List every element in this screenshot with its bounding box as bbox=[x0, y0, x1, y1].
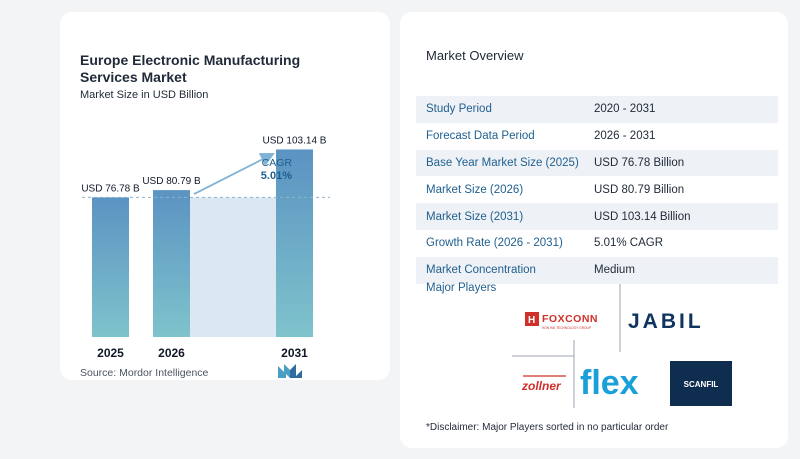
table-row: Growth Rate (2026 - 2031) 5.01% CAGR bbox=[416, 230, 778, 257]
row-label: Base Year Market Size (2025) bbox=[426, 156, 579, 169]
table-row: Market Concentration Medium bbox=[416, 256, 778, 284]
table-row: Market Size (2031) USD 103.14 Billion bbox=[416, 203, 778, 230]
zollner-logo: zollner bbox=[521, 375, 566, 393]
table-row: Forecast Data Period 2026 - 2031 bbox=[416, 123, 778, 150]
svg-text:H: H bbox=[528, 315, 535, 326]
cagr-arrow bbox=[193, 153, 275, 195]
x-tick-2031: 2031 bbox=[281, 346, 308, 360]
overview-title: Market Overview bbox=[426, 48, 524, 63]
overview-table: Study Period 2020 - 2031 Forecast Data Pe… bbox=[416, 96, 778, 284]
row-value: 2026 - 2031 bbox=[594, 130, 656, 143]
mordor-logo-icon bbox=[278, 364, 302, 378]
row-value: Medium bbox=[594, 264, 635, 277]
row-value: USD 76.78 Billion bbox=[594, 156, 685, 169]
row-value: 5.01% CAGR bbox=[594, 237, 664, 250]
row-label: Market Size (2026) bbox=[426, 183, 524, 196]
scanfil-logo: SCANFIL bbox=[670, 361, 732, 406]
foxconn-tagline: HON HAI TECHNOLOGY GROUP bbox=[542, 326, 591, 330]
data-label-2026: USD 80.79 B bbox=[142, 176, 201, 187]
cagr-value: 5.01% bbox=[261, 170, 292, 182]
chart-subtitle: Market Size in USD Billion bbox=[80, 89, 209, 101]
market-overview-card: Market Overview Study Period 2020 - 2031 … bbox=[400, 12, 788, 448]
cagr-label: CAGR bbox=[262, 157, 293, 169]
disclaimer: *Disclaimer: Major Players sorted in no … bbox=[426, 422, 669, 433]
foxconn-name: FOXCONN bbox=[542, 313, 598, 325]
row-label: Study Period bbox=[426, 103, 492, 116]
row-label: Growth Rate (2026 - 2031) bbox=[426, 237, 563, 250]
chart-title: Europe Electronic Manufacturing Services… bbox=[80, 52, 301, 85]
row-label: Market Size (2031) bbox=[426, 210, 524, 223]
table-row: Market Size (2026) USD 80.79 Billion bbox=[416, 176, 778, 203]
major-players-logos: H FOXCONN HON HAI TECHNOLOGY GROUP JABIL… bbox=[512, 284, 732, 408]
zollner-name: zollner bbox=[521, 379, 562, 393]
chart-card: Europe Electronic Manufacturing Services… bbox=[60, 12, 390, 380]
table-row: Base Year Market Size (2025) USD 76.78 Bi… bbox=[416, 149, 778, 177]
bar-2025 bbox=[92, 197, 129, 337]
data-label-2031: USD 103.14 B bbox=[263, 135, 327, 146]
row-label: Market Concentration bbox=[426, 264, 536, 277]
flex-logo: flex bbox=[580, 364, 639, 402]
jabil-logo: JABIL bbox=[628, 310, 704, 333]
source-text: Source: Mordor Intelligence bbox=[80, 367, 209, 379]
data-label-2025: USD 76.78 B bbox=[81, 183, 140, 194]
x-tick-2025: 2025 bbox=[97, 346, 124, 360]
bar-2026 bbox=[153, 190, 190, 337]
scanfil-name: SCANFIL bbox=[684, 380, 719, 389]
x-tick-2026: 2026 bbox=[158, 346, 185, 360]
bar-chart: USD 76.78 B 2025 USD 80.79 B 2026 USD 103.14… bbox=[81, 135, 330, 360]
foxconn-logo: H FOXCONN HON HAI TECHNOLOGY GROUP bbox=[525, 312, 598, 330]
forecast-band bbox=[190, 197, 276, 337]
row-value: USD 80.79 Billion bbox=[594, 183, 685, 196]
row-value: 2020 - 2031 bbox=[594, 103, 656, 116]
major-players-title: Major Players bbox=[426, 282, 497, 294]
row-label: Forecast Data Period bbox=[426, 130, 535, 143]
bar-2031 bbox=[276, 149, 313, 337]
row-value: USD 103.14 Billion bbox=[594, 210, 691, 223]
table-row: Study Period 2020 - 2031 bbox=[416, 96, 778, 123]
